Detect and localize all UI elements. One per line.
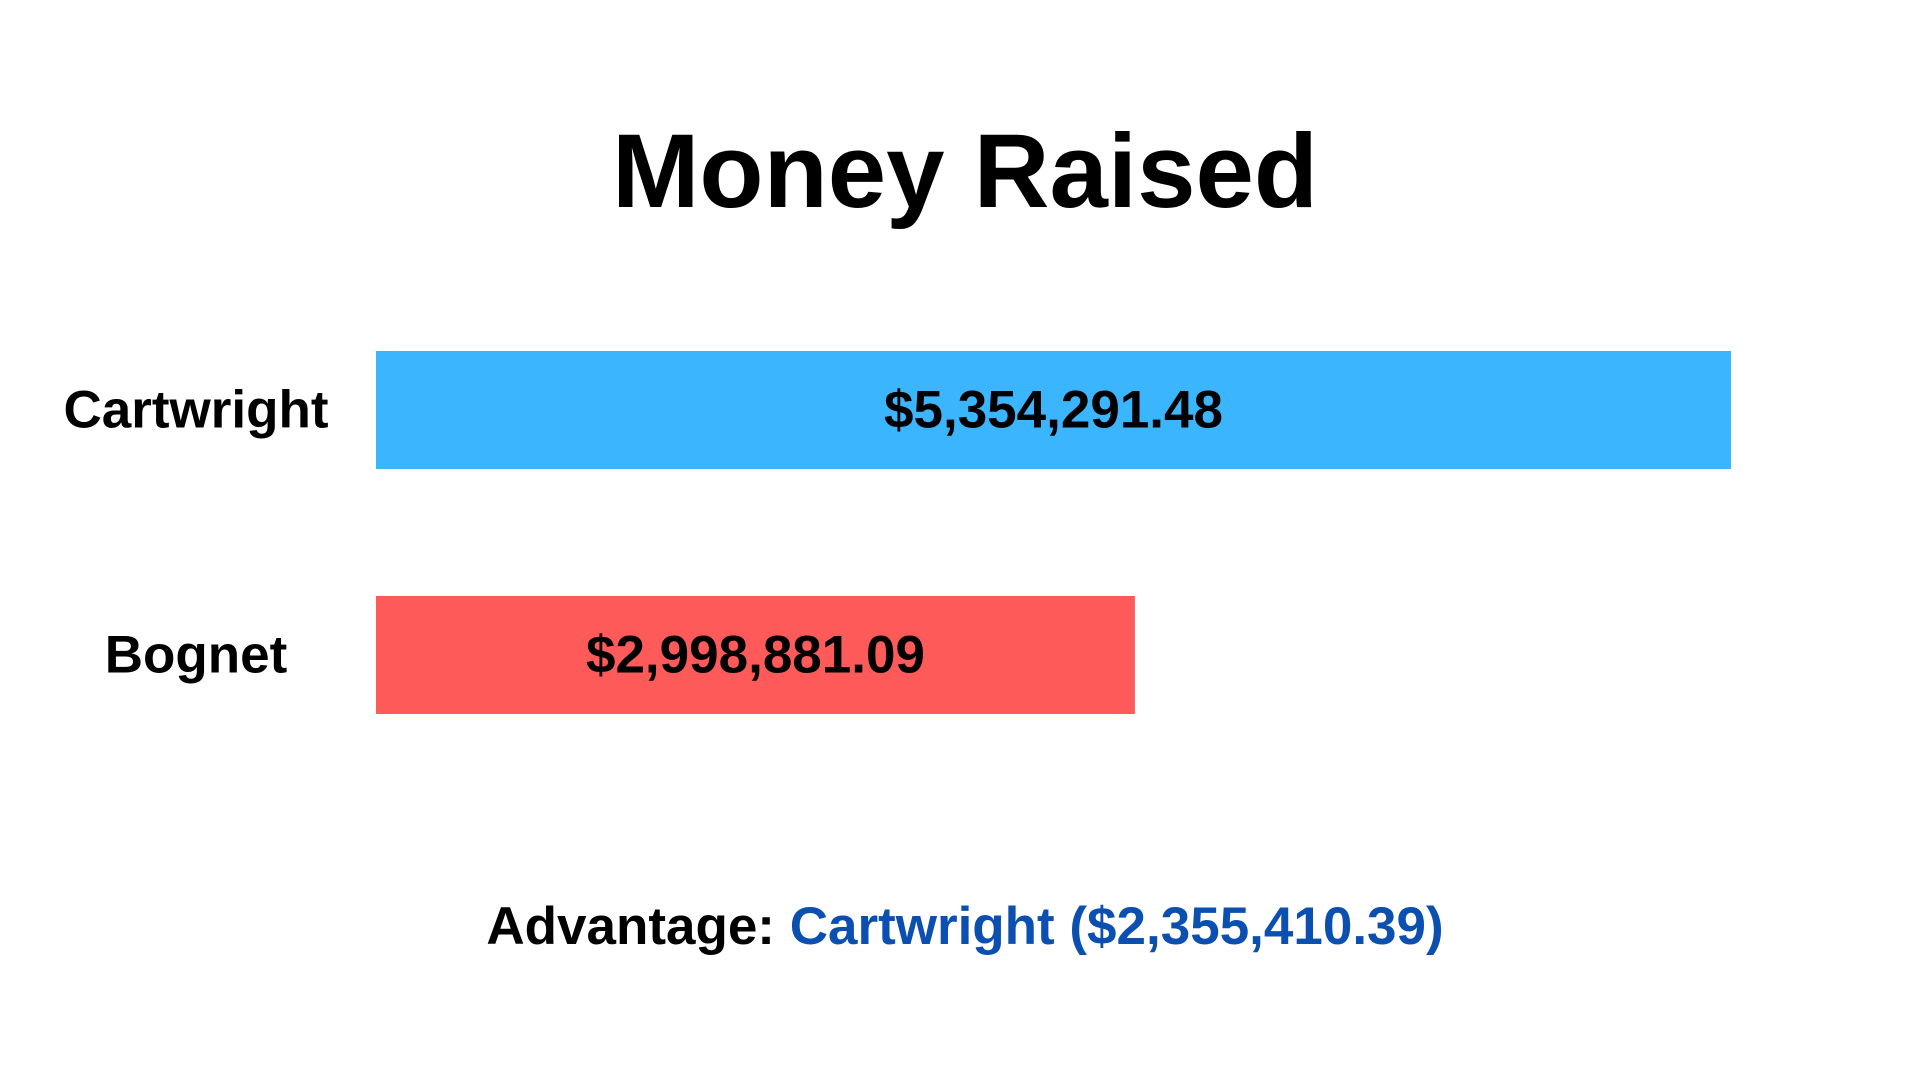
value-label-cartwright: $5,354,291.48 (884, 381, 1223, 440)
bar-cartwright (376, 351, 1731, 469)
chart-title: Money Raised (611, 113, 1319, 230)
category-label-cartwright: Cartwright (64, 381, 329, 440)
bar-bognet (376, 596, 1135, 714)
advantage-prefix: Advantage: (486, 897, 775, 956)
advantage-summary: Advantage: Cartwright ($2,355,410.39) (0, 892, 1920, 962)
value-label-bognet: $2,998,881.09 (586, 626, 925, 685)
advantage-leader: Cartwright ($2,355,410.39) (789, 897, 1444, 956)
category-label-bognet: Bognet (105, 626, 288, 685)
